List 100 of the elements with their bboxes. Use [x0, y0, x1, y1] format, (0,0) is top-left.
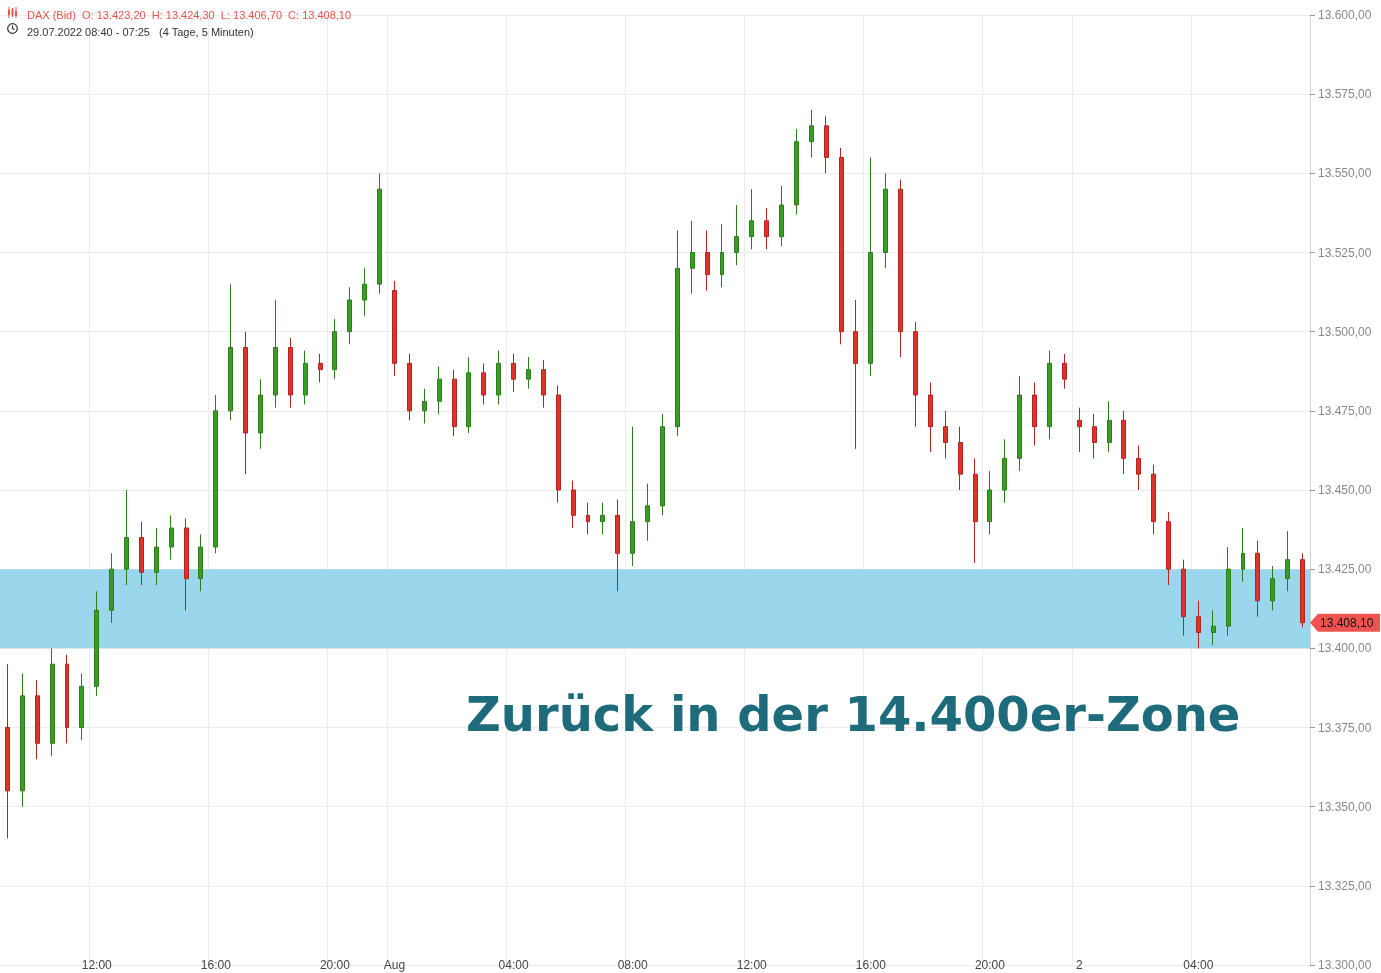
- candlestick: [1181, 559, 1186, 637]
- candlestick: [332, 318, 337, 380]
- candlestick: [749, 188, 754, 250]
- candlestick: [303, 350, 308, 405]
- x-tick-label: 16:00: [855, 958, 887, 972]
- candlestick: [124, 489, 129, 586]
- x-tick-label: 04:00: [498, 958, 529, 972]
- candlestick: [79, 673, 84, 741]
- candlestick: [392, 280, 397, 377]
- candlestick: [705, 229, 710, 291]
- chart-title: DAX (Bid) O: 13.423,20 H: 13.424,30 L: 13.406,70 C: 13.408,10: [27, 8, 352, 21]
- candlestick: [883, 172, 888, 269]
- candlestick: [809, 109, 814, 158]
- candlestick: [139, 521, 144, 586]
- candlestick: [496, 350, 501, 405]
- candlestick: [958, 426, 963, 491]
- candlestick: [1002, 438, 1007, 504]
- candlestick: [1047, 350, 1052, 440]
- candlestick: [377, 172, 382, 295]
- candlestick: [273, 299, 278, 409]
- candlestick: [734, 204, 739, 266]
- candlestick: [943, 410, 948, 459]
- candlestick: [541, 359, 546, 409]
- candlestick: [481, 362, 486, 405]
- candlestick: [1270, 565, 1275, 611]
- candlestick: [720, 223, 724, 288]
- candlestick: [660, 413, 665, 516]
- candlestick: [868, 157, 873, 377]
- candlestick: [362, 267, 367, 317]
- y-tick-label: 13.450,00: [1318, 483, 1372, 497]
- candlestick: [258, 378, 263, 450]
- y-tick-label: 13.425,00: [1318, 562, 1372, 577]
- candlestick: [213, 394, 218, 554]
- candlestick: [437, 366, 442, 415]
- candlestick: [973, 457, 978, 564]
- candlestick: [1107, 400, 1112, 453]
- annotation: Zurück in der 14.400er-Zone: [466, 686, 1241, 742]
- candlestick: [645, 483, 650, 542]
- candlestick: [1032, 381, 1037, 447]
- candlestick: [630, 426, 635, 567]
- candlestick: [1211, 609, 1216, 646]
- y-tick-label: 13.600,00: [1318, 8, 1372, 22]
- candlestick: [987, 470, 992, 535]
- candlestick: [422, 388, 427, 424]
- candlestick: [794, 128, 799, 215]
- candlestick: [1077, 407, 1082, 453]
- candlestick: [1285, 530, 1290, 592]
- candlestick: [35, 679, 40, 760]
- y-tick-label: 13.325,00: [1318, 878, 1372, 893]
- text: 13.408,10: [1320, 615, 1374, 630]
- candlestick: [407, 353, 412, 421]
- candlestick: [1300, 552, 1305, 628]
- candlestick: [50, 647, 55, 757]
- text: 29.07.2022 08:40 - 07:25 (4 Tage, 5 Minuten): [27, 25, 254, 38]
- candlestick: [198, 533, 203, 592]
- candlestick: [526, 356, 531, 390]
- x-tick-label: 20:00: [319, 958, 351, 972]
- candlestick: [1226, 546, 1231, 637]
- candlestick: [853, 299, 858, 450]
- candlestick: [318, 353, 323, 383]
- candlestick: [839, 147, 844, 345]
- candlestick: [65, 654, 69, 744]
- y-tick-label: 13.350,00: [1318, 799, 1372, 814]
- candlestick: [1196, 600, 1201, 649]
- candlestick: [20, 673, 25, 808]
- candlestick: [913, 321, 918, 428]
- x-tick-label: 2: [1075, 958, 1083, 972]
- x-tick-label: 08:00: [617, 958, 649, 972]
- candlestick: [615, 499, 620, 592]
- candlestick: [169, 514, 174, 561]
- candlestick: [94, 590, 99, 697]
- candlestick: [824, 115, 829, 174]
- candlestick: [764, 207, 769, 250]
- candlestick: [288, 337, 293, 409]
- candlestick: [1255, 540, 1260, 618]
- x-tick-label: Aug: [383, 958, 406, 972]
- candlestick: [228, 283, 233, 421]
- candlestick: [1151, 464, 1156, 535]
- candlestick: [690, 220, 695, 295]
- candlestick: [184, 518, 189, 611]
- candlestick: [243, 331, 248, 475]
- candlestick: [1017, 375, 1022, 472]
- y-tick-label: 13.300,00: [1318, 958, 1372, 972]
- candlestick: [928, 381, 933, 453]
- candlestick: [675, 229, 680, 437]
- candlestick: [571, 480, 576, 529]
- candlestick: [1241, 527, 1245, 583]
- y-tick-label: 13.550,00: [1318, 166, 1372, 181]
- candlestick: [5, 663, 10, 839]
- candlestick: [1166, 511, 1171, 586]
- candlestick: [556, 385, 561, 504]
- candlestick: [452, 369, 457, 437]
- candlestick: [1062, 353, 1067, 390]
- x-tick-label: 20:00: [974, 958, 1006, 972]
- candlestick: [779, 185, 784, 247]
- y-tick-label: 13.400,00: [1318, 641, 1372, 656]
- candlestick: [1136, 445, 1141, 491]
- candlestick: [511, 353, 516, 393]
- candlestick: [1121, 410, 1126, 475]
- y-tick-label: 13.375,00: [1318, 720, 1372, 735]
